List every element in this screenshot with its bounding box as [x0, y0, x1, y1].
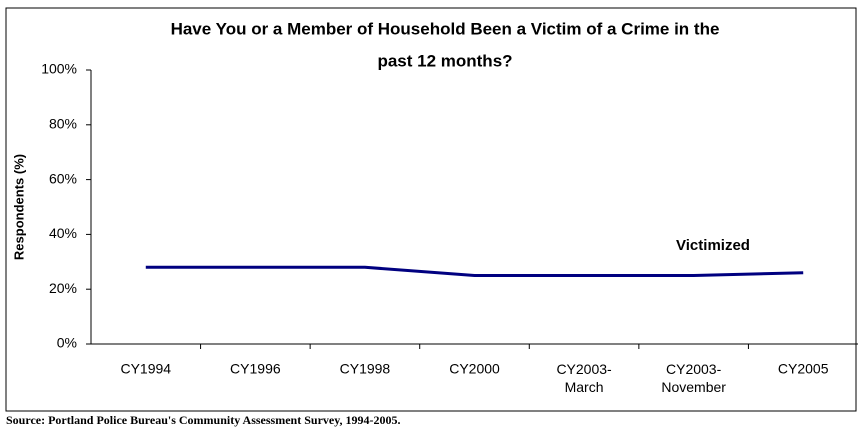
- y-tick-label: 100%: [41, 61, 77, 77]
- x-tick-label: CY2005: [778, 361, 829, 377]
- series-label: Victimized: [676, 237, 750, 254]
- data-line: [145, 265, 804, 277]
- y-axis-label: Respondents (%): [11, 154, 26, 260]
- x-tick-label: CY1994: [120, 361, 171, 377]
- x-tick-label: CY2003-November: [661, 361, 726, 395]
- y-tick-label: 60%: [49, 170, 77, 186]
- x-tick-label: CY1998: [340, 361, 391, 377]
- y-tick-label: 0%: [57, 335, 77, 351]
- x-tick-label: CY2003-March: [556, 361, 612, 395]
- x-tick-label: CY2000: [449, 361, 500, 377]
- y-tick-label: 40%: [49, 225, 77, 241]
- source-note: Source: Portland Police Bureau's Communi…: [6, 413, 401, 427]
- y-tick-label: 80%: [49, 116, 77, 132]
- chart-title: Have You or a Member of Household Been a…: [171, 19, 720, 38]
- chart-title: past 12 months?: [377, 51, 512, 70]
- y-tick-label: 20%: [49, 280, 77, 296]
- x-tick-label: CY1996: [230, 361, 281, 377]
